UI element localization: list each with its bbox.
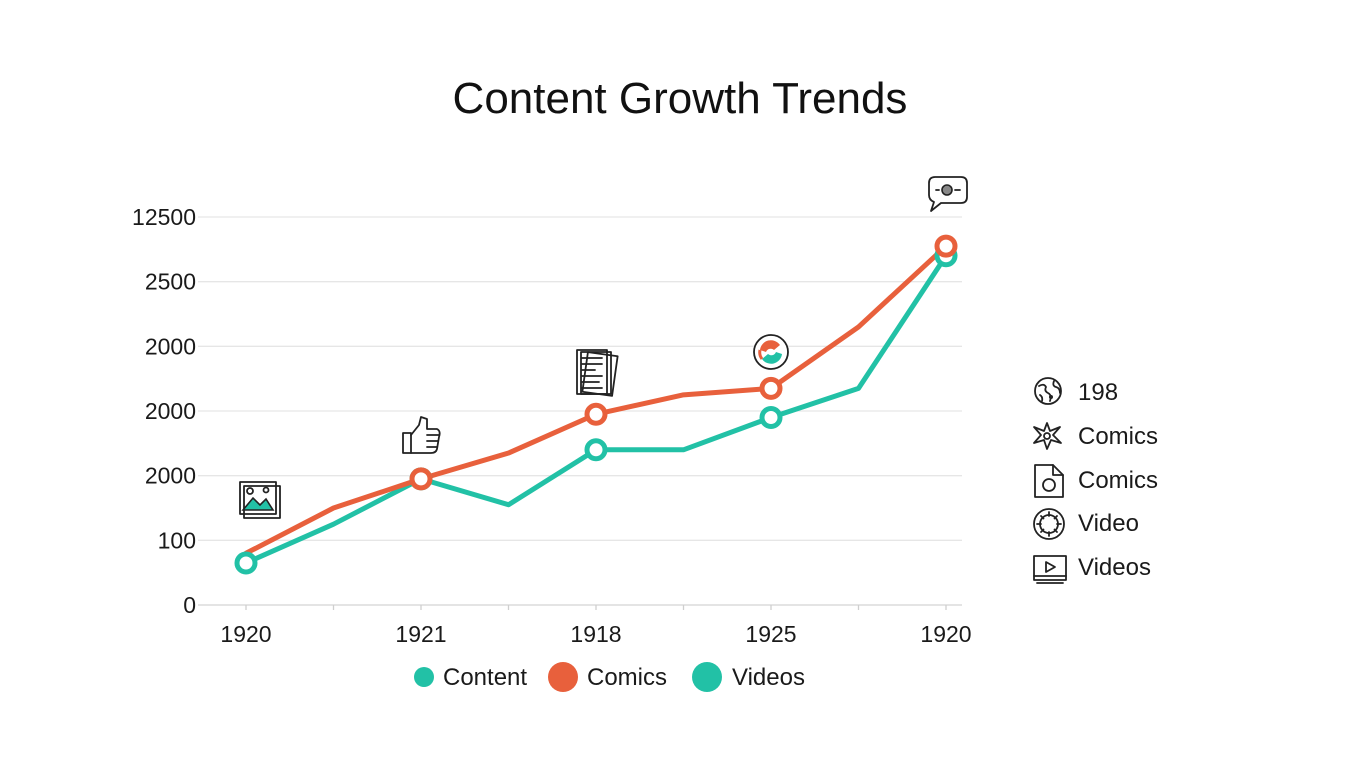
y-tick-label: 12500	[132, 204, 196, 230]
star-burst-icon	[1033, 422, 1062, 450]
side-legend-label: Videos	[1078, 554, 1151, 581]
data-point-videos	[584, 438, 608, 462]
data-point-comics	[584, 402, 608, 426]
chart-legend: Content Comics Videos	[414, 662, 805, 692]
x-axis: 1920 1921 1918 1925 1920	[220, 605, 972, 647]
y-tick-label: 100	[158, 527, 196, 553]
data-point-comics	[759, 376, 783, 400]
chart-title: Content Growth Trends	[453, 74, 908, 123]
side-legend-label: Comics	[1078, 423, 1158, 450]
legend-label-comics: Comics	[587, 664, 667, 691]
legend-marker-content	[414, 667, 434, 687]
x-tick-label: 1920	[920, 621, 971, 647]
swirl-logo-icon	[753, 334, 789, 370]
data-point-videos	[759, 405, 783, 429]
legend-marker-videos	[692, 662, 722, 692]
image-gallery-icon	[239, 481, 281, 519]
series-line-comics	[243, 243, 949, 556]
legend-marker-comics	[548, 662, 578, 692]
x-tick-label: 1921	[395, 621, 446, 647]
side-legend-label: 198	[1078, 379, 1118, 406]
x-tick-label: 1920	[220, 621, 271, 647]
legend-label-videos: Videos	[732, 664, 805, 691]
chat-bubble-icon	[928, 176, 968, 212]
y-tick-label: 0	[183, 592, 196, 618]
video-player-icon	[1033, 555, 1067, 584]
grid	[198, 216, 962, 606]
data-point-videos	[234, 551, 258, 575]
gear-ring-icon	[1033, 508, 1065, 540]
y-tick-label: 2500	[145, 269, 196, 295]
y-tick-label: 2000	[145, 333, 196, 359]
y-tick-label: 2000	[145, 463, 196, 489]
legend-label-content: Content	[443, 664, 527, 691]
y-tick-label: 2000	[145, 398, 196, 424]
side-legend-label: Video	[1078, 510, 1139, 537]
newspaper-icon	[576, 349, 619, 397]
globe-icon	[1034, 377, 1062, 405]
x-tick-label: 1925	[745, 621, 796, 647]
side-legend-label: Comics	[1078, 467, 1158, 494]
x-tick-label: 1918	[570, 621, 621, 647]
series-markers	[234, 234, 958, 575]
data-point-comics	[409, 467, 433, 491]
document-icon	[1034, 464, 1064, 498]
y-axis: 0 100 2000 2000 2000 2500 12500	[132, 204, 196, 618]
thumbs-up-icon	[402, 416, 441, 454]
data-point-comics	[934, 234, 958, 258]
side-legend: 198 Comics Comics Video Videos	[1033, 377, 1158, 584]
